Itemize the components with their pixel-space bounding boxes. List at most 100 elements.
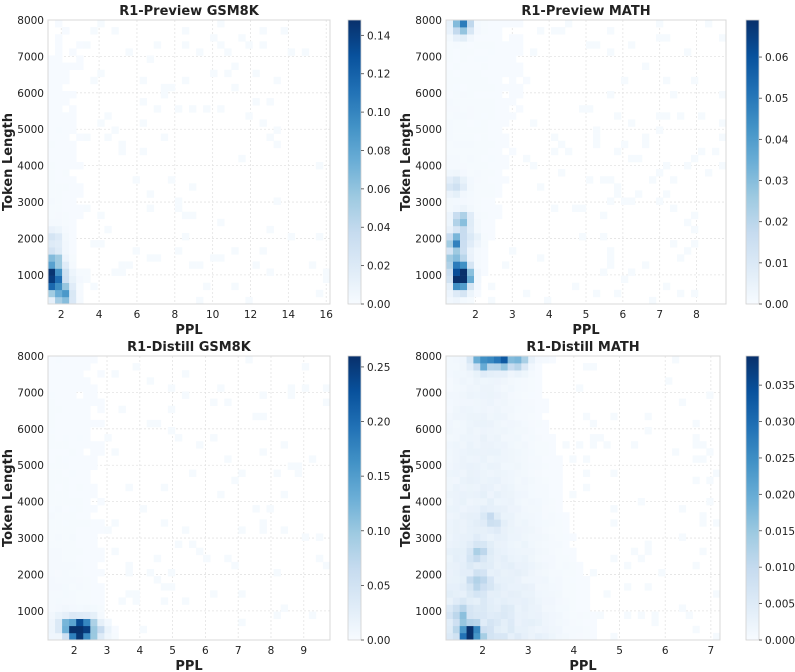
heatmap-cell — [663, 112, 671, 120]
heatmap-cell — [474, 176, 482, 184]
heatmap-cell — [507, 611, 515, 619]
heatmap-cell — [69, 296, 77, 305]
heatmap-cell — [322, 384, 331, 392]
heatmap-cell — [322, 268, 331, 276]
heatmap-cell — [555, 625, 563, 634]
x-tick-label: 2 — [58, 309, 65, 321]
heatmap-cell — [541, 448, 550, 456]
heatmap-cell — [596, 611, 604, 619]
heatmap-cell — [514, 398, 522, 406]
heatmap-cell — [535, 469, 543, 477]
heatmap-cell — [500, 533, 508, 541]
x-tick-label: 6 — [202, 645, 209, 657]
colorbar — [745, 19, 760, 305]
heatmap-cell — [481, 62, 489, 70]
heatmap-cell — [589, 618, 597, 627]
heatmap-cell — [481, 91, 489, 99]
heatmap-cell — [535, 618, 543, 627]
heatmap-cell — [500, 434, 508, 442]
heatmap-cell — [500, 625, 508, 634]
heatmap-cell — [600, 176, 608, 184]
heatmap-cell — [495, 154, 503, 163]
colorbar-tick-label: 0.000 — [765, 635, 795, 647]
heatmap-cell — [548, 576, 556, 584]
heatmap-cell — [493, 356, 502, 364]
heatmap-cell — [446, 412, 454, 421]
heatmap-cell — [196, 441, 204, 449]
heatmap-cell — [273, 469, 281, 477]
heatmap-cell — [90, 384, 98, 392]
heatmap-cell — [55, 483, 63, 492]
heatmap-cell — [118, 268, 126, 276]
heatmap-cell — [509, 69, 517, 78]
heatmap-cell — [452, 462, 460, 470]
y-tick-label: 4000 — [17, 161, 44, 173]
heatmap-cell — [480, 533, 488, 541]
y-tick-label: 7000 — [415, 51, 442, 63]
heatmap-cell — [467, 91, 475, 99]
heatmap-cell — [487, 490, 495, 499]
heatmap-cell — [481, 119, 489, 127]
heatmap-cell — [548, 618, 556, 627]
heatmap-cell — [90, 490, 98, 499]
heatmap-cell — [548, 469, 556, 477]
heatmap-cell — [507, 405, 515, 414]
heatmap-cell — [535, 490, 543, 499]
heatmap-cell — [189, 105, 197, 113]
heatmap-cell — [62, 261, 70, 269]
chart-title: R1-Distill GSM8K — [127, 340, 252, 355]
heatmap-cell — [480, 448, 488, 456]
heatmap-cell — [160, 91, 169, 99]
heatmap-cell — [90, 547, 98, 556]
heatmap-cell — [507, 597, 515, 605]
heatmap-cell — [535, 476, 543, 485]
heatmap-cell — [474, 34, 482, 42]
heatmap-cell — [467, 233, 475, 241]
heatmap-cell — [713, 632, 721, 641]
heatmap-cell — [167, 583, 176, 591]
heatmap-cell — [62, 498, 70, 506]
heatmap-cell — [83, 455, 91, 463]
heatmap-cell — [481, 211, 489, 220]
colorbar-tick-label: 0.035 — [765, 380, 795, 392]
heatmap-cell — [509, 62, 517, 70]
heatmap-cell — [712, 147, 720, 156]
heatmap-cell — [541, 476, 550, 485]
heatmap-cell — [500, 569, 508, 577]
heatmap-cell — [48, 632, 56, 641]
heatmap-cell — [502, 119, 510, 127]
heatmap-cell — [55, 632, 63, 641]
heatmap-cell — [104, 632, 112, 641]
heatmap-cell — [480, 356, 488, 364]
heatmap-cell — [474, 62, 482, 70]
heatmap-cell — [493, 490, 502, 499]
heatmap-cell — [487, 519, 495, 527]
heatmap-cell — [481, 55, 489, 63]
heatmap-cell — [460, 254, 468, 262]
heatmap-cell — [104, 133, 112, 141]
heatmap-cell — [459, 427, 467, 435]
heatmap-cell — [69, 384, 77, 392]
heatmap-cell — [76, 611, 84, 619]
heatmap-cell — [146, 377, 155, 385]
heatmap-cell — [111, 27, 119, 35]
heatmap-cell — [537, 254, 545, 262]
heatmap-cell — [97, 370, 105, 378]
heatmap-cell — [167, 384, 176, 392]
heatmap-cell — [528, 398, 536, 406]
heatmap-cell — [481, 218, 489, 227]
heatmap-cell — [322, 398, 331, 406]
heatmap-cell — [535, 462, 543, 470]
heatmap-cell — [252, 98, 260, 106]
heatmap-cell — [55, 398, 63, 406]
heatmap-cell — [493, 533, 502, 541]
heatmap-cell — [466, 412, 474, 421]
heatmap-cell — [677, 254, 685, 262]
heatmap-cell — [521, 412, 529, 421]
heatmap-cell — [196, 48, 204, 56]
heatmap-cell — [555, 498, 563, 506]
heatmap-cell — [541, 512, 550, 520]
heatmap-cell — [453, 147, 461, 156]
heatmap-cell — [301, 384, 310, 392]
heatmap-cell — [678, 604, 687, 612]
